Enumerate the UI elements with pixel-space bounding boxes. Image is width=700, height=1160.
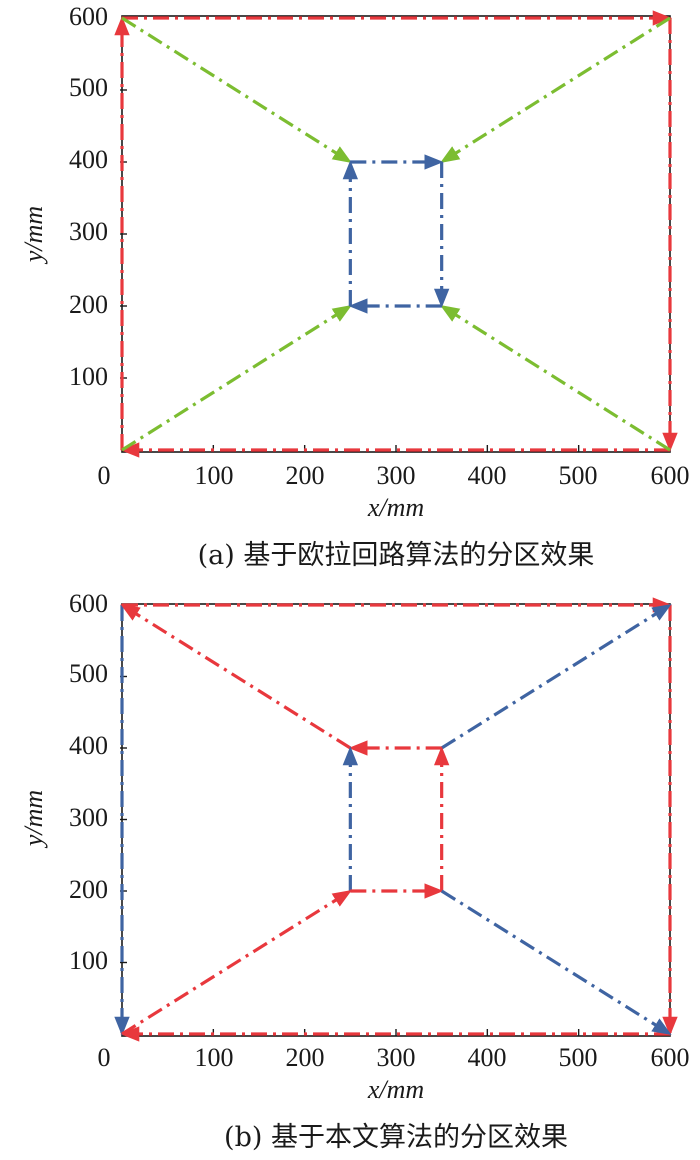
y-tick-100: 100 (69, 362, 108, 391)
x-tick-600: 600 (651, 461, 690, 490)
path-segment-blue-6 (440, 603, 672, 750)
path-segment-green-6 (121, 304, 352, 452)
y-axis-label: y/mm (19, 790, 48, 849)
path-segment-red-10 (121, 889, 352, 1036)
path-segment-red-4 (120, 603, 352, 750)
path-segment-green-5 (440, 16, 671, 164)
path-segment-blue-11 (440, 889, 672, 1036)
x-tick-200: 200 (286, 461, 325, 490)
axis-ticks (120, 675, 580, 1036)
x-tick-100: 100 (195, 1043, 234, 1072)
y-tick-500: 500 (69, 73, 108, 102)
chart-panel-b: 0 100 200 300 400 500 600 100 200 300 40… (19, 589, 690, 1153)
x-tick-600: 600 (651, 1043, 690, 1072)
caption-b: (b) 基于本文算法的分区效果 (224, 1122, 568, 1153)
y-tick-400: 400 (69, 145, 108, 174)
x-tick-500: 500 (559, 1043, 598, 1072)
x-tick-100: 100 (195, 461, 234, 490)
x-axis-label: x/mm (367, 1075, 424, 1104)
plot-frame (121, 603, 671, 1037)
path-segment-green-4 (121, 16, 352, 164)
path-segments (114, 10, 678, 458)
y-tick-100: 100 (69, 946, 108, 975)
x-axis-label: x/mm (367, 493, 424, 522)
y-tick-300: 300 (69, 217, 108, 246)
y-tick-200: 200 (69, 290, 108, 319)
x-tick-300: 300 (377, 1043, 416, 1072)
x-tick-500: 500 (559, 461, 598, 490)
plot-frame (121, 15, 671, 453)
chart-panel-a: 0 100 200 300 400 500 600 100 200 300 40… (19, 2, 690, 571)
y-tick-300: 300 (69, 803, 108, 832)
path-segment-green-7 (440, 304, 671, 452)
y-tick-400: 400 (69, 731, 108, 760)
x-tick-400: 400 (468, 461, 507, 490)
y-tick-600: 600 (69, 589, 108, 618)
y-tick-500: 500 (69, 659, 108, 688)
caption-a: (a) 基于欧拉回路算法的分区效果 (198, 540, 595, 571)
y-tick-200: 200 (69, 875, 108, 904)
x-tick-400: 400 (468, 1043, 507, 1072)
path-segments (114, 597, 678, 1042)
y-tick-600: 600 (69, 2, 108, 31)
x-tick-0: 0 (98, 461, 111, 490)
y-axis-label: y/mm (19, 206, 48, 265)
x-tick-0: 0 (98, 1043, 111, 1072)
x-tick-300: 300 (377, 461, 416, 490)
x-tick-200: 200 (286, 1043, 325, 1072)
